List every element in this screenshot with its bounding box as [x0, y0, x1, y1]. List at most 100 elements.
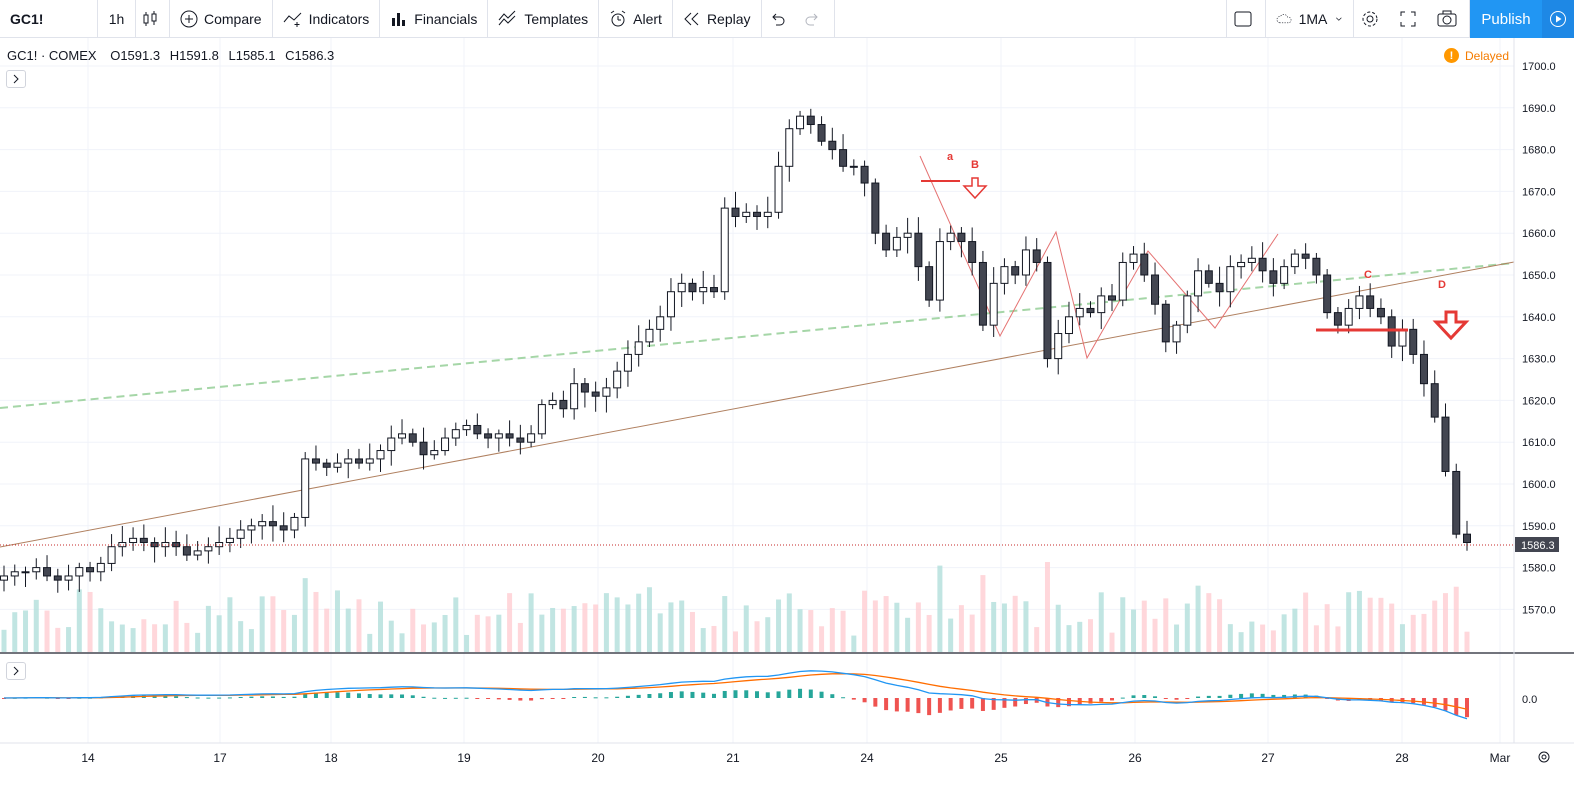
candle-body[interactable] [1280, 266, 1289, 284]
candle-body[interactable] [645, 328, 654, 343]
candle-body[interactable] [903, 232, 912, 238]
candle-body[interactable] [699, 287, 708, 293]
candle-body[interactable] [494, 433, 503, 439]
price-chart[interactable]: a B C D 1700.0 1690.0 1680.0 1670.0 1660.0 16… [0, 38, 1574, 788]
candle-body[interactable] [419, 441, 428, 456]
candle-body[interactable] [247, 525, 256, 531]
candle-body[interactable] [935, 241, 944, 301]
candle-body[interactable] [828, 140, 837, 151]
candle-body[interactable] [537, 404, 546, 435]
arrow-down-icon[interactable] [1432, 310, 1470, 341]
candle-body[interactable] [172, 542, 181, 548]
candle-body[interactable] [43, 567, 52, 577]
candle-body[interactable] [322, 462, 331, 468]
candle-body[interactable] [484, 433, 493, 439]
candle-body[interactable] [1398, 328, 1407, 347]
candle-body[interactable] [1312, 257, 1321, 276]
undo-button[interactable] [762, 0, 798, 38]
candle-body[interactable] [602, 387, 611, 397]
candle-body[interactable] [1430, 383, 1439, 418]
candle-body[interactable] [860, 165, 869, 184]
candle-body[interactable] [311, 458, 320, 464]
candle-body[interactable] [570, 383, 579, 410]
candle-body[interactable] [344, 458, 353, 464]
candle-body[interactable] [839, 149, 848, 167]
candle-body[interactable] [1269, 270, 1278, 284]
candle-body[interactable] [53, 575, 62, 581]
candle-body[interactable] [806, 115, 815, 126]
candle-body[interactable] [150, 542, 159, 548]
candle-body[interactable] [742, 211, 751, 217]
candle-body[interactable] [849, 165, 858, 168]
chart-type-button[interactable] [136, 0, 170, 38]
candle-body[interactable] [473, 424, 482, 435]
candle-body[interactable] [505, 433, 514, 439]
candle-body[interactable] [914, 232, 923, 268]
candle-body[interactable] [1183, 295, 1192, 326]
arrow-down-icon[interactable] [962, 177, 988, 200]
candle-body[interactable] [1140, 253, 1149, 276]
candle-body[interactable] [892, 236, 901, 251]
candle-body[interactable] [96, 562, 105, 573]
candle-body[interactable] [1064, 316, 1073, 335]
candle-body[interactable] [1215, 282, 1224, 293]
candle-body[interactable] [75, 567, 84, 577]
candle-body[interactable] [882, 232, 891, 251]
candle-body[interactable] [1355, 295, 1364, 309]
candle-body[interactable] [1204, 270, 1213, 284]
candle-body[interactable] [957, 232, 966, 243]
candle-body[interactable] [1161, 303, 1170, 343]
candle-body[interactable] [290, 516, 299, 531]
candle-body[interactable] [301, 458, 310, 518]
candle-body[interactable] [1151, 274, 1160, 305]
candle-body[interactable] [613, 370, 622, 389]
candle-body[interactable] [1129, 253, 1138, 263]
dashed-green-trendline[interactable] [0, 262, 1515, 409]
candle-body[interactable] [1419, 353, 1428, 385]
brown-trendline[interactable] [0, 261, 1515, 548]
candle-body[interactable] [268, 521, 277, 527]
candle-body[interactable] [1108, 295, 1117, 301]
candle-body[interactable] [118, 542, 127, 548]
candle-body[interactable] [441, 437, 450, 452]
candle-body[interactable] [354, 458, 363, 464]
replay-button[interactable]: Replay [673, 0, 762, 38]
candle-body[interactable] [279, 525, 288, 531]
candle-body[interactable] [1075, 307, 1084, 318]
candle-body[interactable] [193, 550, 202, 556]
candle-body[interactable] [376, 450, 385, 460]
compare-button[interactable]: Compare [170, 0, 273, 38]
candle-body[interactable] [753, 211, 762, 217]
settings-button[interactable] [1354, 0, 1392, 38]
candle-body[interactable] [1118, 261, 1127, 301]
candle-body[interactable] [1376, 307, 1385, 318]
candle-body[interactable] [430, 450, 439, 456]
select-layout-button[interactable] [1226, 0, 1266, 38]
candle-body[interactable] [527, 433, 536, 443]
delayed-badge[interactable]: ! Delayed [1444, 48, 1509, 63]
candle-body[interactable] [774, 165, 783, 213]
candle-body[interactable] [731, 207, 740, 217]
candle-body[interactable] [1021, 249, 1030, 276]
candle-body[interactable] [516, 437, 525, 443]
candle-body[interactable] [387, 437, 396, 452]
candle-body[interactable] [365, 458, 374, 464]
candle-body[interactable] [1000, 266, 1009, 284]
candle-body[interactable] [1344, 307, 1353, 326]
candle-body[interactable] [720, 207, 729, 293]
candle-body[interactable] [989, 282, 998, 326]
candle-body[interactable] [86, 567, 95, 573]
candle-body[interactable] [580, 383, 589, 393]
oscillator-expand-button[interactable] [6, 662, 26, 680]
candle-body[interactable] [925, 266, 934, 301]
candle-body[interactable] [978, 261, 987, 326]
candle-body[interactable] [666, 291, 675, 318]
candle-body[interactable] [796, 115, 805, 130]
publish-menu-button[interactable] [1542, 0, 1574, 38]
candle-body[interactable] [677, 282, 686, 293]
candle-body[interactable] [1366, 295, 1375, 309]
candle-body[interactable] [763, 211, 772, 217]
candle-body[interactable] [107, 546, 116, 564]
candle-body[interactable] [236, 529, 245, 539]
candle-body[interactable] [21, 571, 30, 574]
